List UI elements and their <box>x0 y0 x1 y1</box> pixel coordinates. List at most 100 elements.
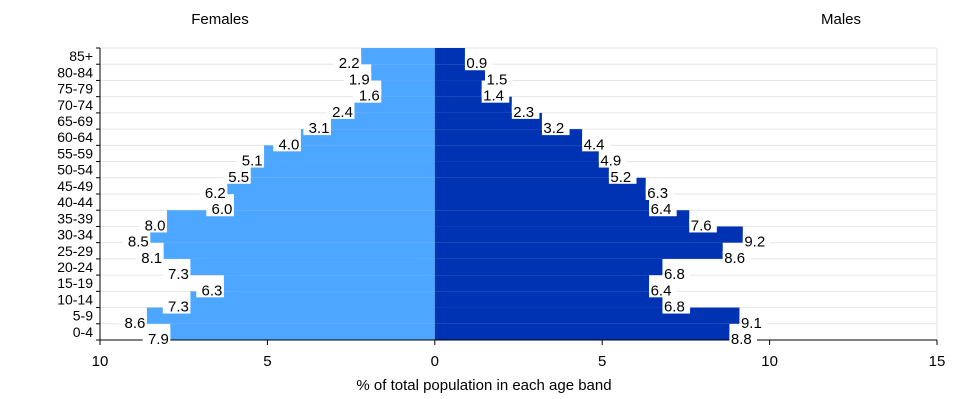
age-band-label: 65-69 <box>57 113 93 129</box>
male-value-label: 1.4 <box>483 88 504 105</box>
male-value-label: 6.8 <box>664 266 685 283</box>
female-value-label-bg <box>199 186 228 200</box>
female-value-label-bg <box>353 88 382 103</box>
female-value-label-bg <box>122 234 151 249</box>
female-value-label-bg <box>206 202 234 217</box>
female-bar-55-59 <box>264 145 435 162</box>
male-value-label-bg <box>649 283 677 298</box>
male-value-label: 0.9 <box>466 55 487 72</box>
male-bar-55-59 <box>434 145 599 162</box>
female-bar-30-34 <box>150 226 435 243</box>
male-bar-5-9 <box>434 307 740 324</box>
female-bar-50-54 <box>250 161 435 178</box>
female-value-label-bg <box>303 121 332 136</box>
male-value-label: 3.2 <box>543 120 564 137</box>
axes <box>96 47 938 345</box>
age-band-label: 15-19 <box>57 275 93 291</box>
male-value-label-bg <box>541 121 570 136</box>
female-value-label: 7.3 <box>168 266 189 283</box>
male-value-label-bg <box>511 104 540 119</box>
female-bar-20-24 <box>190 258 435 276</box>
female-value-label-bg <box>223 169 251 184</box>
female-value-label-bg <box>136 250 164 265</box>
male-value-label-bg <box>464 56 493 71</box>
female-bar-15-19 <box>223 275 435 292</box>
female-value-label-bg <box>236 153 265 168</box>
female-value-label: 7.9 <box>148 331 169 348</box>
male-value-label: 2.3 <box>513 104 534 121</box>
x-tick-label: 0 <box>431 353 439 370</box>
male-value-label-bg <box>739 315 768 330</box>
female-bar-0-4 <box>170 323 435 340</box>
male-value-label-bg <box>729 332 758 346</box>
x-tick-label: 10 <box>761 353 778 370</box>
male-value-label: 5.2 <box>610 169 631 186</box>
male-value-label-bg <box>598 153 627 168</box>
labels: 85+80-8475-7970-7465-6960-6455-5950-5445… <box>57 48 945 370</box>
females-heading: Females <box>191 11 249 28</box>
age-band-label: 25-29 <box>57 243 93 259</box>
male-value-label: 7.6 <box>691 217 712 234</box>
female-value-label: 2.2 <box>339 55 360 72</box>
female-value-label-bg <box>162 299 191 314</box>
female-value-label: 6.0 <box>212 201 233 218</box>
female-value-label-bg <box>139 218 167 233</box>
female-bar-60-64 <box>300 129 435 146</box>
males-heading: Males <box>821 11 861 28</box>
female-value-label-bg <box>196 283 224 298</box>
female-value-label-bg <box>162 267 191 282</box>
female-bar-80-84 <box>371 64 435 81</box>
male-bar-85+ <box>434 48 465 65</box>
male-value-label: 8.6 <box>724 250 745 267</box>
bars <box>146 48 743 340</box>
age-band-label: 85+ <box>69 48 93 64</box>
female-value-label: 2.4 <box>332 104 353 121</box>
male-value-label-bg <box>649 202 677 217</box>
female-bar-65-69 <box>331 112 435 130</box>
female-value-label: 5.1 <box>242 153 263 170</box>
male-bar-0-4 <box>434 323 730 340</box>
age-band-label: 30-34 <box>57 227 93 243</box>
female-value-label: 4.0 <box>279 136 300 153</box>
male-value-label-bg <box>662 267 691 282</box>
age-band-label: 45-49 <box>57 178 93 194</box>
female-value-label: 6.3 <box>202 282 223 299</box>
male-value-label-bg <box>582 137 610 152</box>
male-value-label: 6.4 <box>651 201 672 218</box>
male-value-label: 9.1 <box>741 315 762 332</box>
female-value-label-bg <box>343 72 372 87</box>
female-value-label: 8.6 <box>125 315 146 332</box>
age-band-label: 75-79 <box>57 81 93 97</box>
male-bar-20-24 <box>434 258 663 276</box>
female-bar-75-79 <box>381 80 435 97</box>
female-value-label-bg <box>333 56 362 71</box>
female-value-label: 8.1 <box>141 250 162 267</box>
age-band-label: 5-9 <box>73 308 93 324</box>
age-band-label: 55-59 <box>57 145 93 161</box>
female-value-label-bg <box>326 104 355 119</box>
x-axis-title: % of total population in each age band <box>356 377 611 394</box>
female-value-label: 5.5 <box>228 169 249 186</box>
male-bar-25-29 <box>434 242 723 259</box>
age-band-label: 60-64 <box>57 129 93 145</box>
male-value-label: 9.2 <box>744 234 765 251</box>
male-value-label-bg <box>645 186 674 200</box>
female-value-label-bg <box>119 315 147 330</box>
age-band-label: 40-44 <box>57 194 93 210</box>
x-tick-label: 5 <box>263 353 271 370</box>
male-bar-15-19 <box>434 275 650 292</box>
male-value-label-bg <box>662 299 691 314</box>
male-bar-45-49 <box>434 177 646 194</box>
male-value-label: 6.4 <box>651 282 672 299</box>
male-bar-40-44 <box>434 194 650 211</box>
male-value-label-bg <box>722 250 751 265</box>
female-value-label: 8.5 <box>128 234 149 251</box>
male-value-label: 6.8 <box>664 299 685 316</box>
female-bar-5-9 <box>146 307 435 324</box>
female-bar-10-14 <box>190 291 435 308</box>
age-band-label: 10-14 <box>57 291 93 307</box>
age-band-label: 50-54 <box>57 162 93 178</box>
x-tick-label: 10 <box>92 353 109 370</box>
female-value-label-bg <box>142 332 171 346</box>
